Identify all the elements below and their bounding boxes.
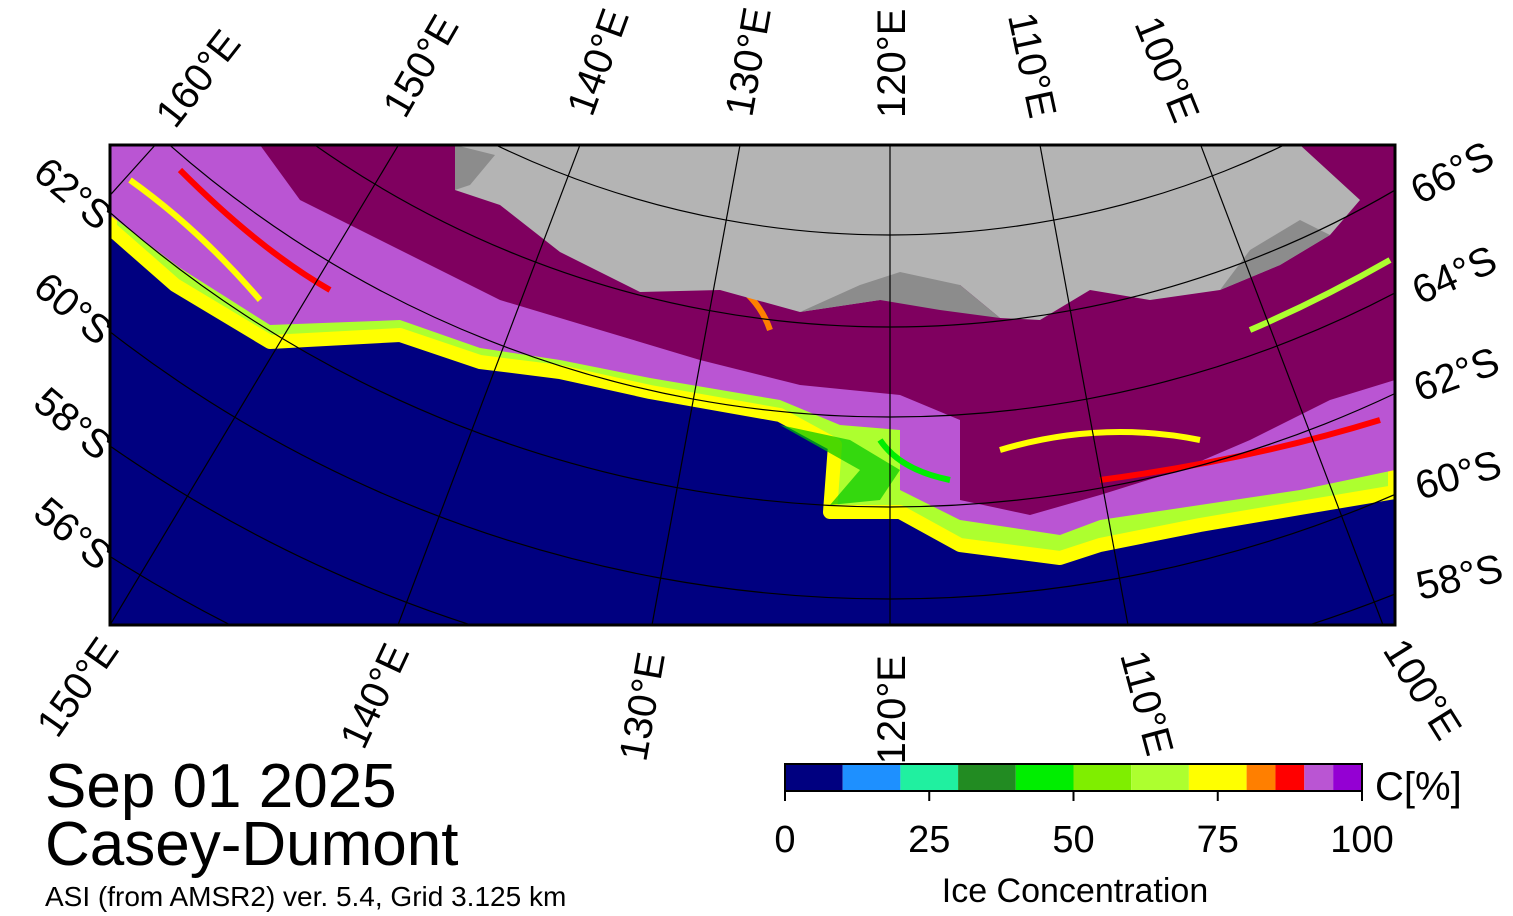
lon-label: 130°E [612, 649, 674, 764]
colorbar-segment [958, 764, 1016, 791]
ice-shelf [455, 145, 495, 190]
colorbar-segment [1188, 764, 1247, 791]
colorbar-title: Ice Concentration [942, 872, 1209, 910]
colorbar-segment [1073, 764, 1132, 791]
colorbar: 0 25 50 75 100 [774, 763, 1394, 861]
lat-label: 62°S [1408, 339, 1505, 410]
lat-label: 58°S [25, 379, 120, 469]
lon-label: 130°E [718, 4, 780, 119]
lat-label: 62°S [25, 149, 120, 239]
lon-label: 150°E [375, 8, 468, 125]
right-labels: 66°S 64°S 62°S 60°S 58°S [1404, 133, 1507, 609]
region: Casey-Dumont [45, 810, 458, 879]
colorbar-tick-label: 25 [908, 819, 950, 861]
colorbar-segment [785, 764, 843, 791]
lat-label: 64°S [1406, 238, 1504, 314]
colorbar-unit: C[%] [1375, 765, 1462, 809]
lon-label: 160°E [147, 22, 249, 135]
top-labels: 160°E 150°E 140°E 130°E 120°E 110°E 100°… [147, 3, 1207, 135]
colorbar-segment [1333, 764, 1362, 791]
lat-label: 60°S [25, 264, 120, 354]
lon-label: 110°E [999, 9, 1064, 122]
colorbar-segment [900, 764, 959, 791]
lat-label: 58°S [1412, 546, 1507, 608]
lon-label: 100°E [1126, 10, 1208, 128]
colorbar-tick-label: 100 [1330, 819, 1393, 861]
colorbar-tick-label: 75 [1197, 819, 1239, 861]
lat-label: 56°S [25, 489, 120, 579]
colorbar-segment [1304, 764, 1334, 791]
left-labels: 62°S 60°S 58°S 56°S [25, 149, 120, 579]
lon-label: 140°E [559, 3, 638, 121]
colorbar-segment [1131, 764, 1189, 791]
colorbar-segment [842, 764, 901, 791]
lon-label: 100°E [1374, 631, 1469, 747]
ice-shelf [800, 272, 1000, 318]
bottom-labels: 150°E 140°E 130°E 120°E 110°E 100°E [29, 630, 1470, 764]
map-frame [108, 143, 1397, 627]
graticule [110, 145, 1395, 625]
ice-edge-green [780, 425, 900, 505]
colorbar-tick-label: 50 [1052, 819, 1094, 861]
colorbar-segment [1275, 764, 1305, 791]
lon-label: 110°E [1111, 646, 1181, 760]
land [455, 145, 1360, 320]
lat-label: 66°S [1404, 133, 1502, 213]
lat-label: 60°S [1410, 442, 1506, 508]
lon-label: 150°E [29, 630, 128, 745]
source: ASI (from AMSR2) ver. 5.4, Grid 3.125 km [45, 881, 566, 912]
ice-streaks [128, 167, 1392, 483]
lon-label: 120°E [870, 9, 914, 118]
colorbar-segment [1015, 764, 1074, 791]
colorbar-segment [1246, 764, 1276, 791]
lon-label: 140°E [332, 637, 418, 755]
lon-label: 120°E [870, 655, 914, 764]
date: Sep 01 2025 [45, 752, 397, 821]
colorbar-tick-label: 0 [774, 819, 795, 861]
map [110, 145, 1395, 625]
